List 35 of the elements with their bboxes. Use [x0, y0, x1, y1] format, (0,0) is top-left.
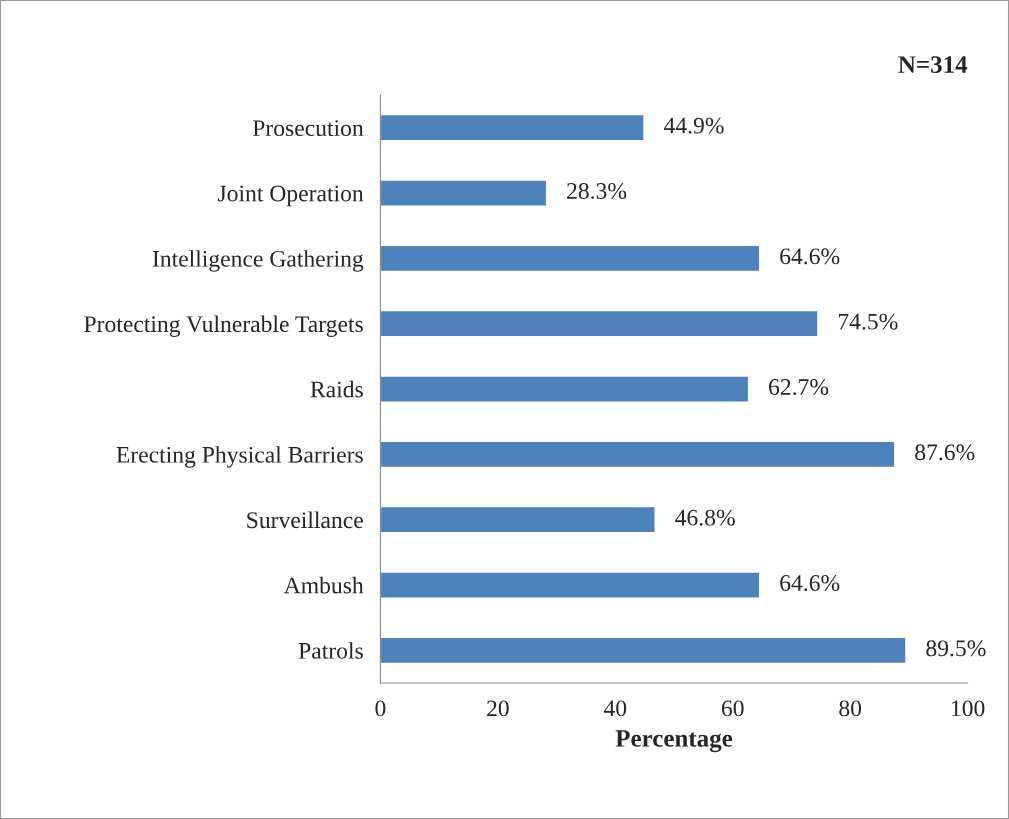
bar — [380, 636, 907, 665]
data-label: 89.5% — [926, 640, 986, 657]
bar — [380, 244, 761, 273]
x-tick-label: 40 — [603, 700, 627, 717]
x-tick-label: 100 — [952, 700, 985, 717]
data-label: 46.8% — [675, 509, 735, 526]
y-tick-label: Protecting Vulnerable Targets — [84, 315, 363, 337]
bar — [380, 505, 656, 534]
bar — [380, 309, 819, 338]
y-tick-label: Intelligence Gathering — [152, 250, 364, 272]
bar — [380, 440, 896, 469]
bar — [380, 113, 645, 142]
y-tick-label: Patrols — [298, 642, 363, 659]
y-tick-label: Raids — [310, 380, 363, 398]
y-tick-label: Erecting Physical Barriers — [116, 446, 363, 468]
x-tick-label: 60 — [721, 700, 744, 717]
x-tick-label: 0 — [375, 700, 386, 717]
y-tick-label: Joint Operation — [217, 185, 364, 207]
data-label: 62.7% — [769, 379, 829, 396]
x-tick-label: 20 — [487, 700, 509, 717]
bar — [380, 179, 548, 207]
data-label: 87.6% — [915, 444, 975, 461]
data-label: 44.9% — [663, 117, 724, 134]
chart-title: N=314 — [898, 56, 968, 74]
data-label: 74.5% — [838, 313, 898, 330]
data-label: 64.6% — [780, 248, 840, 265]
bar — [380, 375, 750, 403]
data-label: 64.6% — [780, 575, 840, 592]
y-tick-label: Prosecution — [252, 120, 364, 137]
data-label: 28.3% — [567, 182, 627, 200]
y-tick-label: Surveillance — [247, 511, 363, 529]
y-tick-label: Ambush — [283, 576, 364, 594]
bar — [380, 571, 761, 599]
x-tick-label: 80 — [839, 700, 862, 717]
x-axis-title: Percentage — [615, 730, 733, 753]
